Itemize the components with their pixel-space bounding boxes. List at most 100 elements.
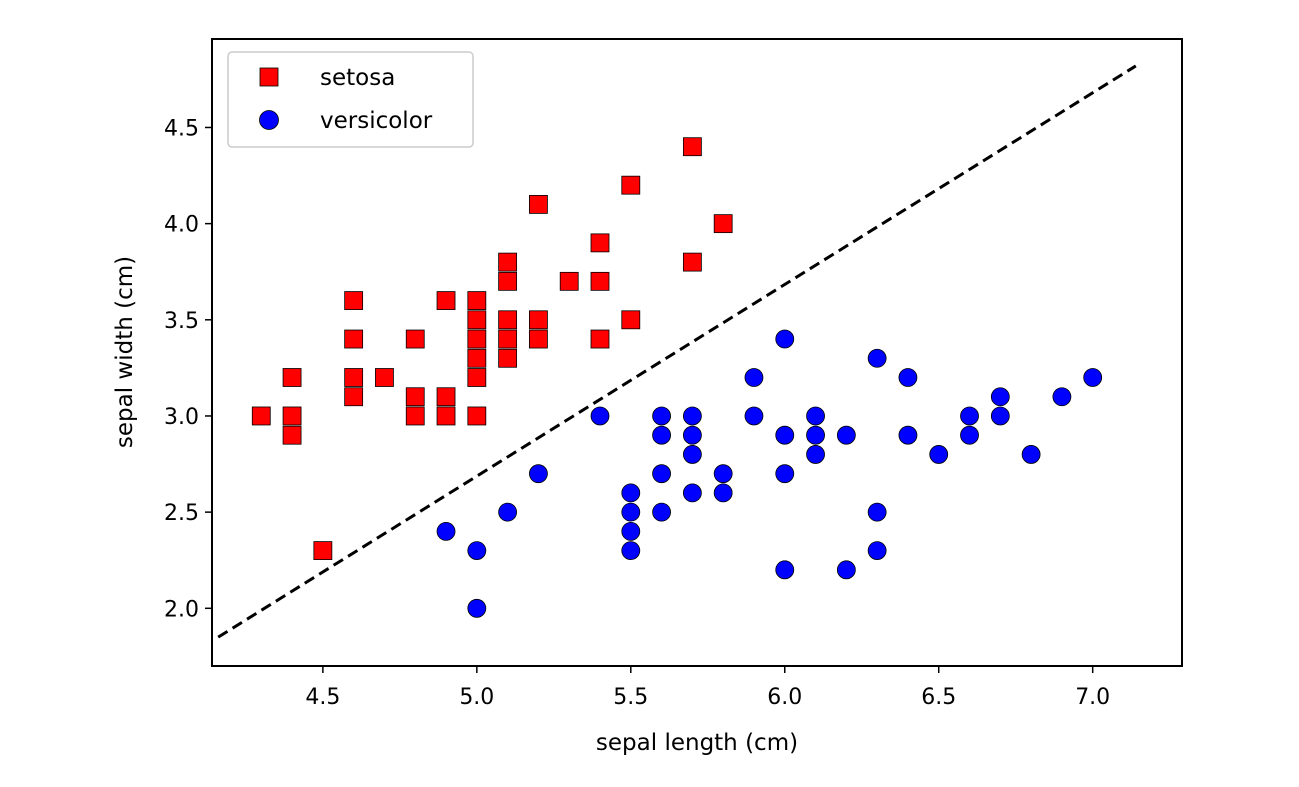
x-tick-label: 5.5 xyxy=(613,685,648,710)
point-setosa-5 xyxy=(344,291,364,310)
point-setosa-18 xyxy=(467,329,487,349)
point-setosa-13 xyxy=(436,291,456,310)
point-versicolor-35 xyxy=(898,425,918,445)
point-versicolor-12 xyxy=(652,464,671,484)
y-tick-label: 3.5 xyxy=(164,309,199,334)
legend: setosa versicolor xyxy=(227,51,474,148)
point-versicolor-38 xyxy=(960,425,979,445)
legend-box xyxy=(227,51,474,148)
point-versicolor-19 xyxy=(713,483,733,503)
point-versicolor-26 xyxy=(806,406,825,426)
point-versicolor-43 xyxy=(1083,368,1103,387)
point-setosa-12 xyxy=(405,406,425,426)
y-axis-label: sepal width (cm) xyxy=(112,256,138,448)
point-versicolor-17 xyxy=(682,483,702,503)
point-setosa-1 xyxy=(282,368,302,387)
point-setosa-32 xyxy=(590,271,610,291)
data-points xyxy=(251,137,1103,618)
point-versicolor-42 xyxy=(1052,387,1072,407)
point-setosa-16 xyxy=(467,291,487,310)
point-versicolor-30 xyxy=(836,560,856,580)
point-versicolor-29 xyxy=(836,425,856,445)
point-setosa-17 xyxy=(467,310,487,330)
point-setosa-21 xyxy=(467,406,487,426)
point-setosa-4 xyxy=(313,541,333,561)
point-versicolor-27 xyxy=(806,425,825,445)
decision-boundary-line xyxy=(217,64,1137,639)
point-versicolor-22 xyxy=(775,329,795,349)
point-setosa-28 xyxy=(529,310,548,330)
point-setosa-38 xyxy=(713,214,733,234)
point-versicolor-1 xyxy=(467,541,487,561)
point-versicolor-21 xyxy=(744,406,764,426)
point-setosa-36 xyxy=(682,137,702,157)
y-tick-label: 3.0 xyxy=(164,405,199,430)
point-setosa-35 xyxy=(621,310,641,330)
point-setosa-20 xyxy=(467,368,487,387)
point-versicolor-13 xyxy=(652,502,671,522)
x-axis-ticks: 4.5 5.0 5.5 6.0 6.5 7.0 xyxy=(305,666,1110,710)
point-versicolor-32 xyxy=(867,502,887,522)
point-versicolor-34 xyxy=(898,368,918,387)
point-setosa-37 xyxy=(682,252,702,272)
point-setosa-9 xyxy=(375,368,394,387)
x-axis-label: sepal length (cm) xyxy=(596,730,798,756)
point-setosa-6 xyxy=(344,329,364,349)
x-tick-label: 4.5 xyxy=(305,685,340,710)
x-tick-label: 6.0 xyxy=(767,685,802,710)
point-versicolor-4 xyxy=(529,464,548,484)
point-setosa-22 xyxy=(498,252,518,272)
point-setosa-14 xyxy=(436,387,456,407)
point-versicolor-36 xyxy=(929,445,949,464)
point-versicolor-40 xyxy=(990,406,1010,426)
y-tick-label: 2.0 xyxy=(164,597,199,622)
point-setosa-7 xyxy=(344,368,364,387)
point-setosa-30 xyxy=(559,271,579,291)
point-versicolor-31 xyxy=(867,348,887,368)
point-setosa-27 xyxy=(529,195,548,214)
point-versicolor-7 xyxy=(621,502,641,522)
point-setosa-26 xyxy=(498,348,518,368)
point-setosa-23 xyxy=(498,271,518,291)
x-tick-label: 6.5 xyxy=(921,685,956,710)
y-tick-label: 2.5 xyxy=(164,501,199,526)
legend-label-setosa: setosa xyxy=(320,65,395,91)
point-setosa-0 xyxy=(251,406,271,426)
point-versicolor-3 xyxy=(498,502,518,522)
point-versicolor-8 xyxy=(621,521,641,541)
point-setosa-31 xyxy=(590,233,610,253)
point-versicolor-10 xyxy=(652,406,671,426)
point-setosa-25 xyxy=(498,329,518,349)
point-versicolor-6 xyxy=(621,483,641,503)
point-setosa-15 xyxy=(436,406,456,426)
point-setosa-3 xyxy=(282,425,302,445)
point-setosa-10 xyxy=(405,329,425,349)
point-versicolor-37 xyxy=(960,406,979,426)
y-tick-label: 4.0 xyxy=(164,213,199,238)
point-versicolor-14 xyxy=(682,406,702,426)
point-versicolor-5 xyxy=(590,406,610,426)
point-setosa-29 xyxy=(529,329,548,349)
point-setosa-34 xyxy=(621,175,641,195)
point-versicolor-33 xyxy=(867,541,887,561)
point-versicolor-9 xyxy=(621,541,641,561)
point-versicolor-20 xyxy=(744,368,764,387)
point-versicolor-28 xyxy=(806,445,825,464)
point-setosa-2 xyxy=(282,406,302,426)
point-versicolor-23 xyxy=(775,425,795,445)
x-tick-label: 5.0 xyxy=(459,685,494,710)
point-versicolor-25 xyxy=(775,560,795,580)
point-versicolor-11 xyxy=(652,425,671,445)
y-axis-ticks: 2.0 2.5 3.0 3.5 4.0 4.5 xyxy=(164,116,212,622)
point-versicolor-41 xyxy=(1021,445,1041,464)
point-setosa-11 xyxy=(405,387,425,407)
point-versicolor-24 xyxy=(775,464,795,484)
point-setosa-33 xyxy=(590,329,610,349)
plot-frame xyxy=(211,38,1183,667)
point-setosa-19 xyxy=(467,348,487,368)
legend-label-versicolor: versicolor xyxy=(320,108,433,134)
point-versicolor-39 xyxy=(990,387,1010,407)
point-setosa-24 xyxy=(498,310,518,330)
